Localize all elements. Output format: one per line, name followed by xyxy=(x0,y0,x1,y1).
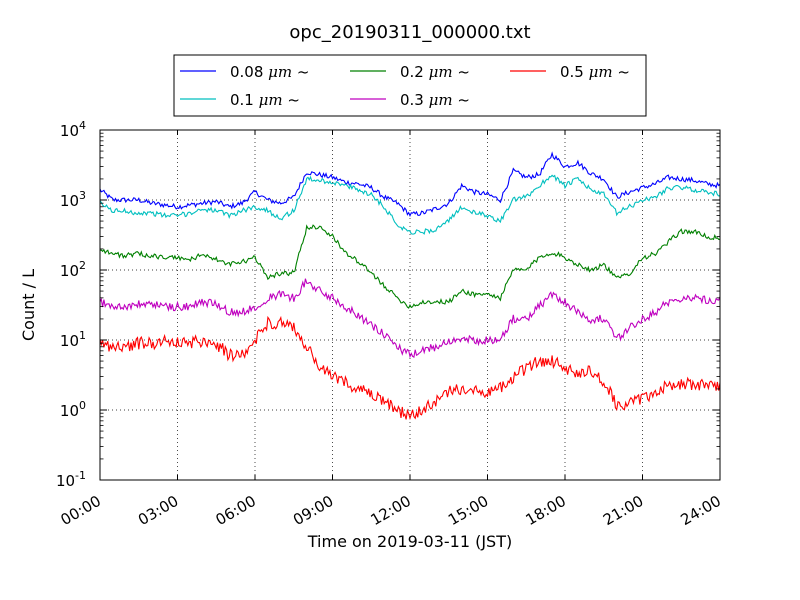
y-axis-label: Count / L xyxy=(19,269,38,341)
series-line xyxy=(99,224,721,309)
legend-label: 0.2 μm ~ xyxy=(400,63,470,81)
series-line xyxy=(99,174,721,235)
series-line xyxy=(99,278,721,359)
legend-label: 0.3 μm ~ xyxy=(400,91,470,109)
y-tick-label: 10-1 xyxy=(56,469,86,490)
y-tick-label: 101 xyxy=(60,329,86,350)
legend-label: 0.08 μm ~ xyxy=(230,63,310,81)
legend: 0.08 μm ~ 0.1 μm ~ 0.2 μm ~ 0.3 μm ~ 0.5 μm … xyxy=(173,54,647,117)
y-axis: 10-1 100 101 102 103 104 xyxy=(56,119,720,490)
y-tick-label: 102 xyxy=(60,259,86,280)
y-tick-label: 100 xyxy=(60,399,86,420)
chart-title: opc_20190311_000000.txt xyxy=(289,22,530,43)
x-axis-label: Time on 2019-03-11 (JST) xyxy=(307,532,512,551)
series-line xyxy=(99,151,721,217)
series-line xyxy=(99,315,721,421)
legend-frame xyxy=(173,54,647,117)
y-tick-label: 103 xyxy=(60,189,86,210)
legend-label: 0.1 μm ~ xyxy=(230,91,300,109)
legend-label: 0.5 μm ~ xyxy=(560,63,630,81)
y-tick-label: 104 xyxy=(60,119,86,140)
series-lines xyxy=(99,151,721,421)
